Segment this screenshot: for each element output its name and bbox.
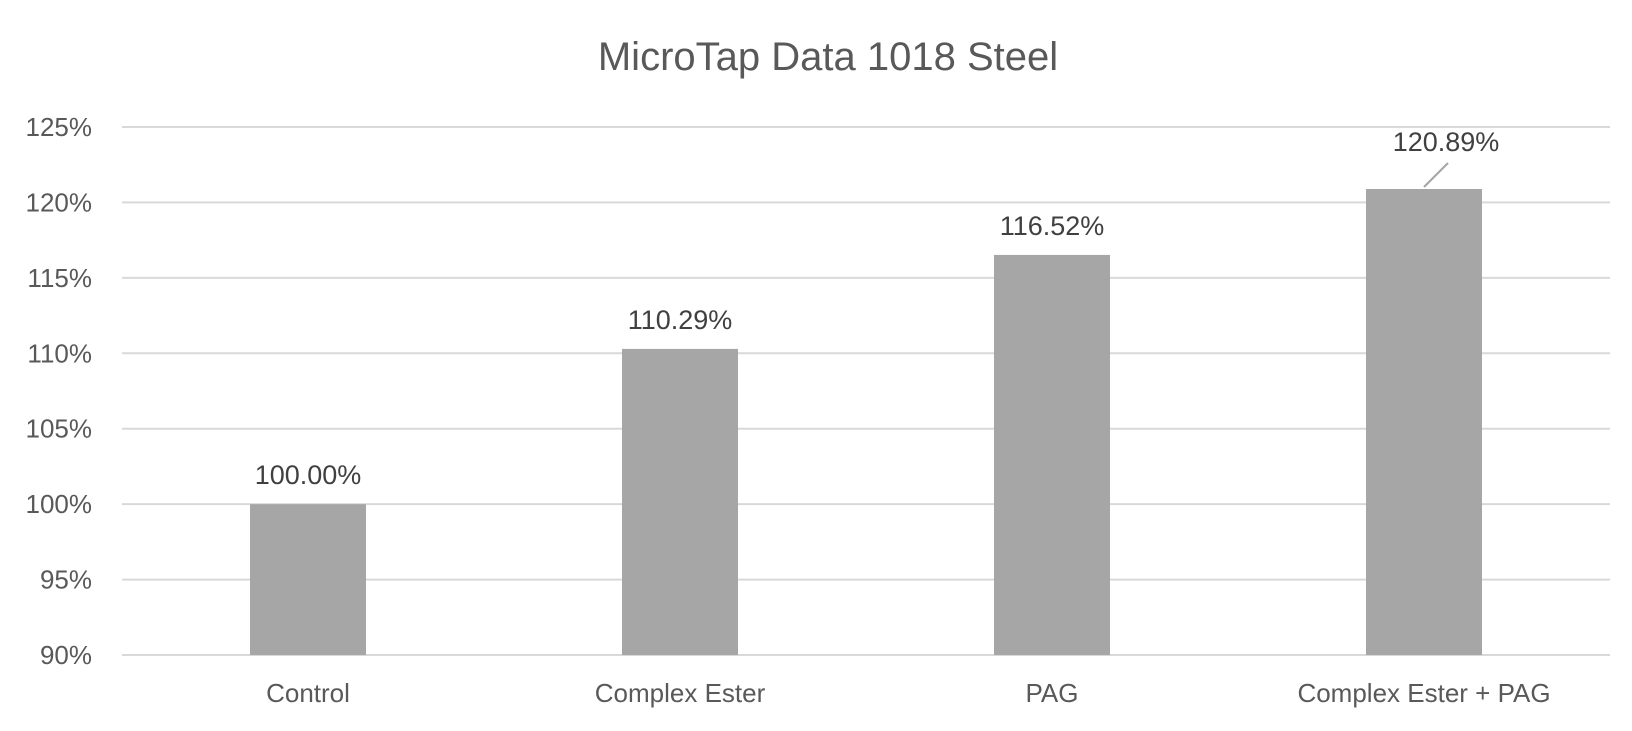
y-tick-label: 125% [26, 112, 93, 142]
x-category-label: Control [266, 678, 350, 708]
bars [250, 189, 1482, 655]
data-label: 110.29% [628, 305, 733, 335]
data-label: 116.52% [1000, 211, 1105, 241]
bar [1366, 189, 1482, 655]
y-tick-label: 90% [40, 640, 92, 670]
x-category-label: Complex Ester + PAG [1297, 678, 1550, 708]
bar [622, 348, 738, 655]
y-tick-label: 120% [26, 187, 93, 217]
x-axis-category-labels: Control Complex Ester PAG Complex Ester + P… [266, 678, 1550, 708]
y-tick-label: 95% [40, 565, 92, 595]
bar [250, 504, 366, 655]
x-category-label: Complex Ester [595, 678, 766, 708]
x-category-label: PAG [1026, 678, 1079, 708]
bar [994, 254, 1110, 655]
y-tick-label: 115% [27, 263, 92, 293]
data-label: 100.00% [255, 460, 362, 490]
chart-title: MicroTap Data 1018 Steel [598, 35, 1058, 79]
y-tick-label: 100% [26, 489, 93, 519]
data-labels: 100.00% 110.29% 116.52% 120.89% [255, 127, 1500, 490]
y-axis-tick-labels: 90% 95% 100% 105% 110% 115% 120% 125% [26, 112, 93, 670]
y-tick-label: 110% [27, 338, 92, 368]
gridlines [122, 126, 1610, 656]
y-tick-label: 105% [26, 414, 93, 444]
data-label: 120.89% [1393, 127, 1500, 157]
data-label-leader-line [1423, 162, 1449, 188]
